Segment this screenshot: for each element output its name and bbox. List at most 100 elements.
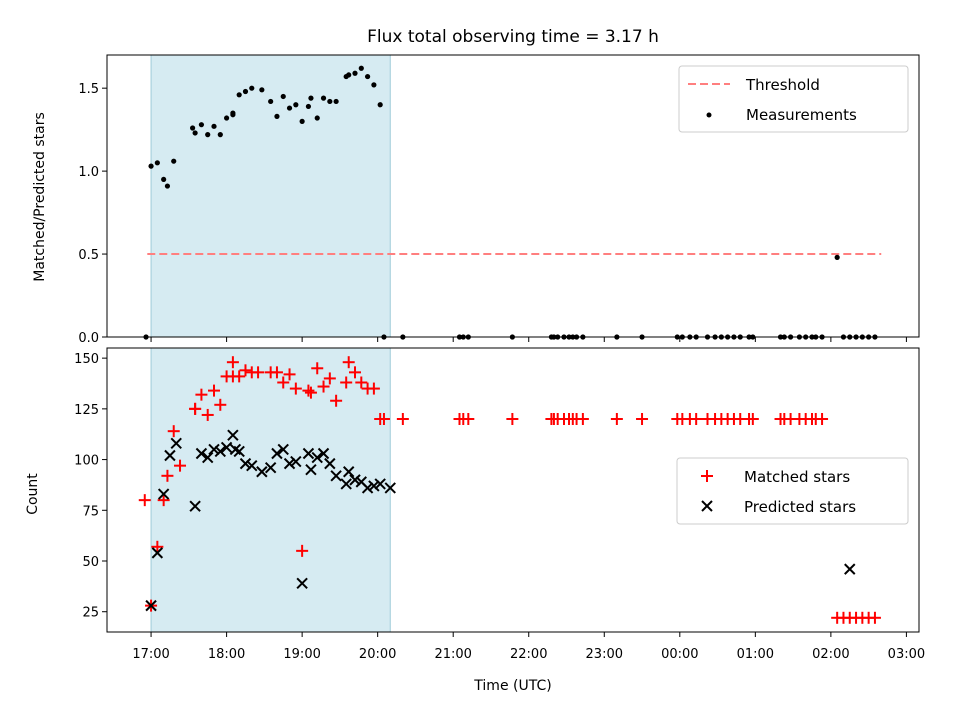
legend-threshold-label: Threshold [745, 76, 820, 94]
measurement-point [242, 88, 249, 95]
top-y-tick-label: 1.0 [78, 165, 99, 180]
chart-title: Flux total observing time = 3.17 h [367, 27, 659, 47]
top-x-ticks [150, 337, 907, 342]
bottom-y-tick-label: 25 [82, 606, 99, 621]
measurement-point [205, 132, 211, 138]
predicted-star-point [317, 447, 330, 460]
predicted-star-point [233, 445, 245, 458]
x-tick-label: 02:00 [812, 647, 849, 662]
predicted-star-point [170, 437, 182, 450]
matched-star-point [610, 413, 623, 425]
matched-star-point [816, 413, 829, 425]
predicted-star-point [208, 443, 220, 456]
matched-star-point [342, 356, 355, 369]
top-plot-frame [106, 54, 920, 338]
x-tick-label: 03:00 [888, 647, 925, 662]
matched-star-point [189, 402, 202, 415]
top-legend: Threshold Measurements [678, 65, 909, 133]
measurement-point [211, 123, 217, 129]
predicted-star-point [227, 429, 239, 441]
measurement-point [364, 73, 371, 80]
predicted-star-point [324, 457, 336, 470]
measurement-point [305, 103, 312, 110]
bottom-legend: Matched stars Predicted stars [676, 457, 909, 525]
predicted-star-point [164, 449, 176, 462]
bottom-y-tick-label: 50 [82, 555, 99, 570]
bottom-y-tick-label: 125 [74, 403, 99, 418]
measurement-point [320, 95, 327, 101]
measurement-point [190, 125, 196, 131]
matched-star-point [576, 413, 589, 425]
matched-star-point [226, 356, 239, 369]
predicted-star-point [305, 464, 317, 476]
matched-star-point [167, 425, 180, 438]
bottom-y-ticks: 25 50 75 100 125 150 [74, 352, 107, 621]
predicted-star-point [145, 599, 157, 612]
predicted-star-point [302, 447, 315, 460]
matched-star-point [239, 364, 252, 377]
predicted-star-point [340, 478, 352, 490]
top-y-tick-label: 0.0 [78, 331, 99, 346]
bottom-plot-frame [106, 347, 920, 633]
top-legend-box [678, 65, 909, 133]
matched-star-point [157, 494, 170, 507]
predicted-star-point [361, 482, 374, 494]
matched-star-point [233, 370, 246, 383]
top-observing-span [150, 54, 391, 338]
predicted-star-point [384, 482, 396, 494]
measurement-point [164, 183, 171, 189]
predicted-star-point [283, 457, 296, 470]
measurement-point [274, 113, 280, 119]
legend-matched-label: Matched stars [744, 468, 850, 486]
measurement-point [148, 163, 154, 169]
predicted-star-point [368, 480, 380, 492]
matched-star-point [195, 388, 208, 401]
predicted-star-point [844, 563, 856, 575]
measurement-point [286, 105, 293, 111]
measurement-point [161, 176, 167, 183]
predicted-star-point [246, 459, 258, 472]
predicted-star-point [239, 457, 252, 470]
predicted-star-point [277, 443, 289, 456]
matched-star-point [311, 362, 324, 375]
legend-measurement-swatch [706, 112, 712, 118]
predicted-star-point [349, 474, 361, 486]
measurement-point [236, 92, 242, 98]
measurement-point [171, 158, 177, 164]
matched-star-point [151, 540, 164, 553]
legend-predicted-swatch [701, 500, 713, 512]
x-tick-label: 20:00 [359, 647, 396, 662]
matched-star-point [214, 398, 227, 411]
predicted-star-point [256, 466, 268, 478]
matched-star-point [349, 366, 362, 379]
legend-predicted-label: Predicted stars [744, 498, 856, 516]
legend-measurements-label: Measurements [746, 106, 857, 124]
x-tick-label: 22:00 [510, 647, 547, 662]
measurement-point [198, 122, 205, 128]
matched-star-point [296, 544, 309, 557]
matched-star-point [377, 413, 390, 425]
measurement-point [314, 115, 320, 121]
x-tick-label: 01:00 [737, 647, 774, 662]
matched-star-point [289, 382, 302, 395]
bottom-y-tick-label: 150 [74, 352, 99, 367]
bottom-legend-box [676, 457, 909, 525]
measurement-point [259, 87, 265, 93]
x-axis-label: Time (UTC) [473, 678, 551, 694]
measurement-point [346, 72, 352, 78]
measurement-point [268, 98, 274, 105]
matched-star-point [462, 413, 475, 425]
measurement-point [192, 130, 198, 136]
measurement-point [223, 115, 230, 121]
matched-star-point [252, 366, 265, 379]
measurement-point [299, 118, 305, 124]
measurement-point [249, 85, 255, 91]
matched-star-point [396, 413, 409, 425]
measurement-point [371, 82, 377, 88]
matched-star-point [138, 494, 151, 507]
x-tick-label: 19:00 [283, 647, 320, 662]
predicted-star-point [189, 500, 201, 512]
bottom-y-tick-label: 100 [74, 454, 99, 469]
bottom-y-axis-label: Count [25, 473, 41, 515]
predicted-star-point [374, 478, 386, 490]
